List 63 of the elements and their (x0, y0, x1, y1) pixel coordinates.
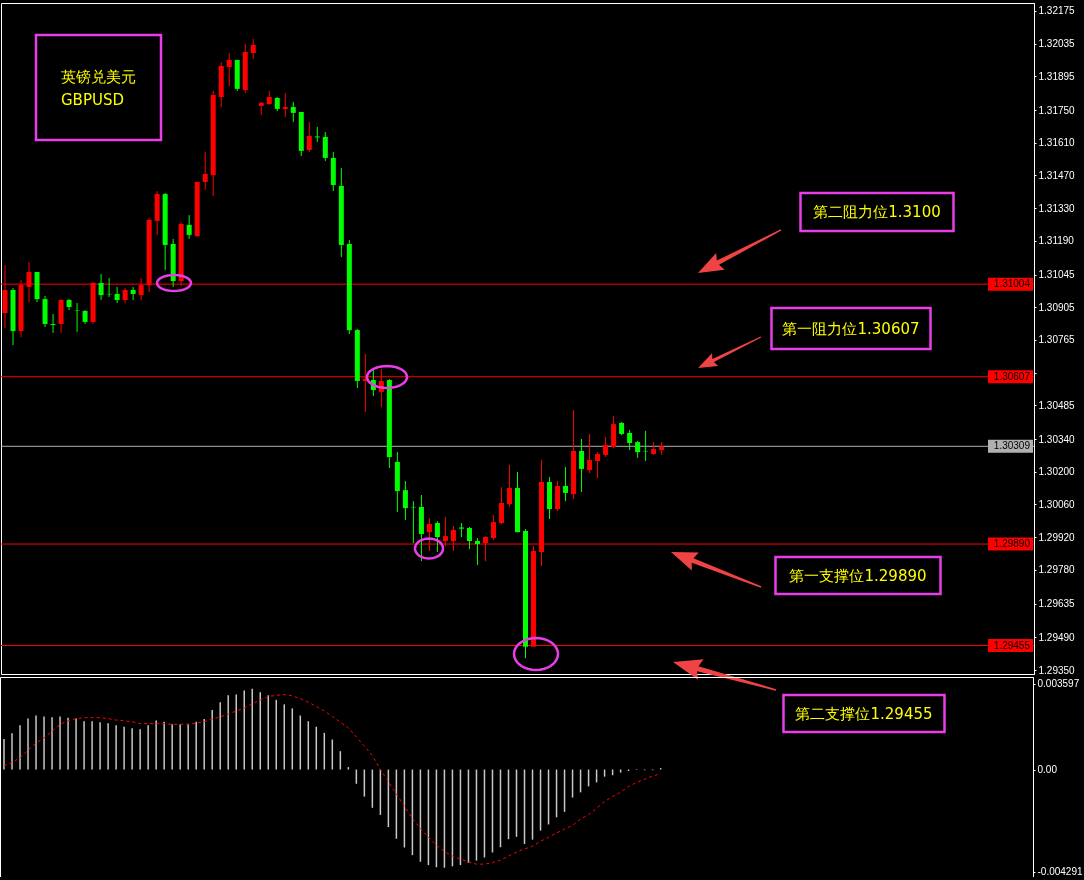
candlestick (50, 313, 56, 334)
candlestick (322, 131, 328, 162)
ref-line-label: 1.31004 (993, 278, 1031, 290)
candlestick (226, 52, 232, 87)
y-tick-label: 1.30905 (1038, 301, 1076, 313)
candlestick (595, 451, 601, 479)
text: GBPUSD (61, 91, 125, 109)
candlestick (114, 286, 120, 304)
candlestick (314, 126, 320, 143)
y-tick-label: 1.29920 (1038, 531, 1076, 543)
y-tick-label: 1.31610 (1038, 137, 1076, 149)
candlestick (306, 121, 312, 153)
y-tick-label: 1.30340 (1038, 433, 1076, 445)
y-tick-label: 1.29350 (1038, 664, 1076, 676)
candlestick (555, 480, 561, 512)
annotation: 第二支撑位1.29455 (795, 704, 933, 723)
y-tick-label: 1.31895 (1038, 70, 1076, 82)
candlestick (587, 433, 593, 474)
candlestick (611, 415, 617, 449)
candlestick (434, 520, 440, 553)
y-tick-label: 1.31190 (1038, 235, 1075, 247)
candlestick (98, 273, 104, 301)
y-tick-label: 1.32035 (1038, 38, 1076, 50)
candlestick (290, 101, 296, 123)
y-tick-label: 1.30060 (1038, 498, 1076, 510)
text: 英镑兑美元 (61, 68, 136, 86)
y-tick-label: -0.004291 (1037, 866, 1083, 878)
candlestick (466, 526, 472, 550)
candlestick (402, 480, 408, 521)
candlestick (282, 92, 288, 118)
y-tick-label: 1.29635 (1038, 598, 1076, 610)
candlestick (250, 38, 256, 60)
ref-line-label: 1.29455 (993, 639, 1031, 651)
candlestick (579, 438, 585, 493)
candlestick (563, 466, 569, 502)
y-tick-label: 1.31045 (1038, 269, 1076, 281)
annotation: 第二阻力位1.3100 (813, 203, 941, 221)
y-tick-label: 1.30765 (1038, 334, 1076, 346)
ref-line-label: 1.29890 (993, 538, 1031, 550)
candlestick (186, 214, 192, 240)
annotation: 第一支撑位1.29890 (789, 566, 927, 585)
candlestick (202, 151, 208, 191)
y-tick-label: 1.30200 (1038, 466, 1076, 478)
candlestick (474, 537, 480, 566)
y-tick-label: 1.29490 (1038, 631, 1076, 643)
y-tick-label: 1.31470 (1038, 169, 1076, 181)
candlestick (603, 436, 609, 458)
y-tick-label: 1.31750 (1038, 104, 1076, 116)
ref-line-label: 1.30309 (993, 440, 1031, 452)
y-tick-label: 0.003597 (1037, 678, 1080, 690)
candlestick (498, 486, 504, 525)
candlestick (506, 464, 512, 508)
line-series (3, 694, 662, 865)
candlestick (130, 286, 136, 301)
y-tick-label: 0.00 (1037, 764, 1058, 776)
y-tick-label: 1.31330 (1038, 202, 1076, 214)
y-tick-label: 1.32175 (1038, 5, 1076, 17)
y-tick-label: 1.30485 (1038, 399, 1076, 411)
y-tick-label: 1.29780 (1038, 564, 1076, 576)
candlestick (627, 429, 633, 451)
annotation: 第一阻力位1.30607 (782, 319, 920, 338)
candlestick (490, 514, 496, 541)
ref-line-label: 1.30607 (993, 370, 1031, 382)
